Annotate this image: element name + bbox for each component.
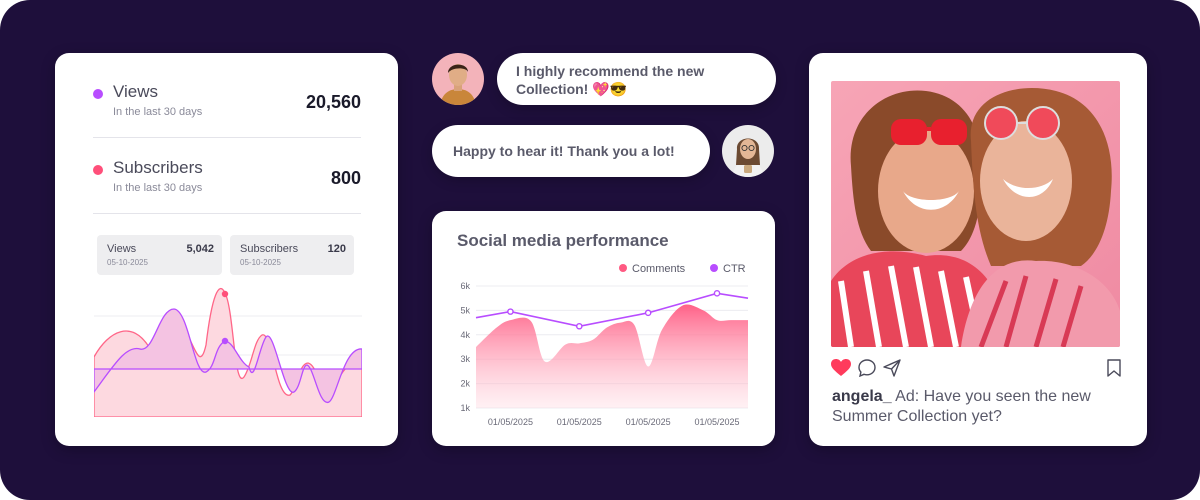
ctr-series [475,292,749,328]
post-caption: angela_ Ad: Have you seen the new Summer… [832,387,1127,427]
tooltip-value: 120 [327,243,346,255]
y-tick-label: 2k [460,379,470,389]
share-icon[interactable] [883,359,901,377]
comment-icon[interactable] [858,359,876,377]
social-post-card: angela_ Ad: Have you seen the new Summer… [809,53,1147,446]
views-area [94,308,362,403]
subscribers-sublabel: In the last 30 days [113,182,203,194]
views-sublabel: In the last 30 days [113,106,203,118]
performance-chart: 1k 2k 3k 4k 5k 6k 01/05/2025 01/05/2025 01/05/2… [460,281,749,427]
views-marker [221,337,229,345]
avatar-man[interactable] [432,53,484,105]
subscribers-tooltip: Subscribers 05-10-2025 120 [230,235,354,275]
performance-chart-card: Social media performance Comments CTR 1k… [432,211,775,446]
views-stat: Views In the last 30 days 20,560 [93,82,361,122]
stats-area-chart [94,287,362,417]
legend-item-ctr: CTR [710,263,746,275]
subscribers-dot [93,165,103,175]
post-caption-text: Ad: Have you seen the new Summer Collect… [832,388,1091,425]
divider [93,213,361,214]
message-line: I highly recommend the new [516,63,705,79]
tooltip-name: Subscribers [240,243,299,255]
tooltip-date: 05-10-2025 [107,258,148,267]
message-text: Happy to hear it! Thank you a lot! [453,143,675,159]
message-text: I highly recommend the new Collection! 💖… [516,62,704,98]
chat-bubble-received: I highly recommend the new Collection! 💖… [497,53,776,105]
divider [93,137,361,138]
post-photo[interactable] [831,81,1120,347]
legend-label: Comments [632,263,686,275]
tooltip-value: 5,042 [186,243,214,255]
chart-title: Social media performance [457,231,669,250]
y-tick-label: 6k [460,281,470,291]
post-username[interactable]: angela_ [832,388,892,405]
tooltip-date: 05-10-2025 [240,258,281,267]
stats-card: Views In the last 30 days 20,560 Subscri… [55,53,398,446]
ctr-point [507,308,514,315]
chat-bubble-sent: Happy to hear it! Thank you a lot! [432,125,710,177]
y-tick-label: 5k [460,305,470,315]
legend-dot [710,264,718,272]
x-tick-label: 01/05/2025 [557,417,602,427]
views-dot [93,89,103,99]
legend-item-comments: Comments [619,263,685,275]
ctr-point [713,290,721,297]
views-value: 20,560 [305,92,361,112]
tooltip-name: Views [107,243,137,255]
x-tick-label: 01/05/2025 [694,417,739,427]
y-tick-label: 1k [460,403,470,413]
subscribers-label: Subscribers [113,158,203,177]
legend-label: CTR [723,263,746,275]
y-tick-label: 3k [460,354,470,364]
comments-series [476,304,748,408]
x-tick-label: 01/05/2025 [626,417,671,427]
subscribers-value: 800 [330,168,361,188]
avatar-woman[interactable] [722,125,774,177]
bookmark-icon[interactable] [1107,359,1121,377]
message-line: Collection! 💖😎 [516,81,628,97]
x-tick-label: 01/05/2025 [488,417,533,427]
heart-icon[interactable] [831,359,851,377]
views-label: Views [113,82,159,101]
ctr-point [644,309,652,317]
subscribers-stat: Subscribers In the last 30 days 800 [93,158,361,198]
views-tooltip: Views 05-10-2025 5,042 [97,235,222,275]
ctr-point [575,322,583,330]
y-tick-label: 4k [460,330,470,340]
subscribers-marker [221,290,229,298]
legend-dot [619,264,627,272]
